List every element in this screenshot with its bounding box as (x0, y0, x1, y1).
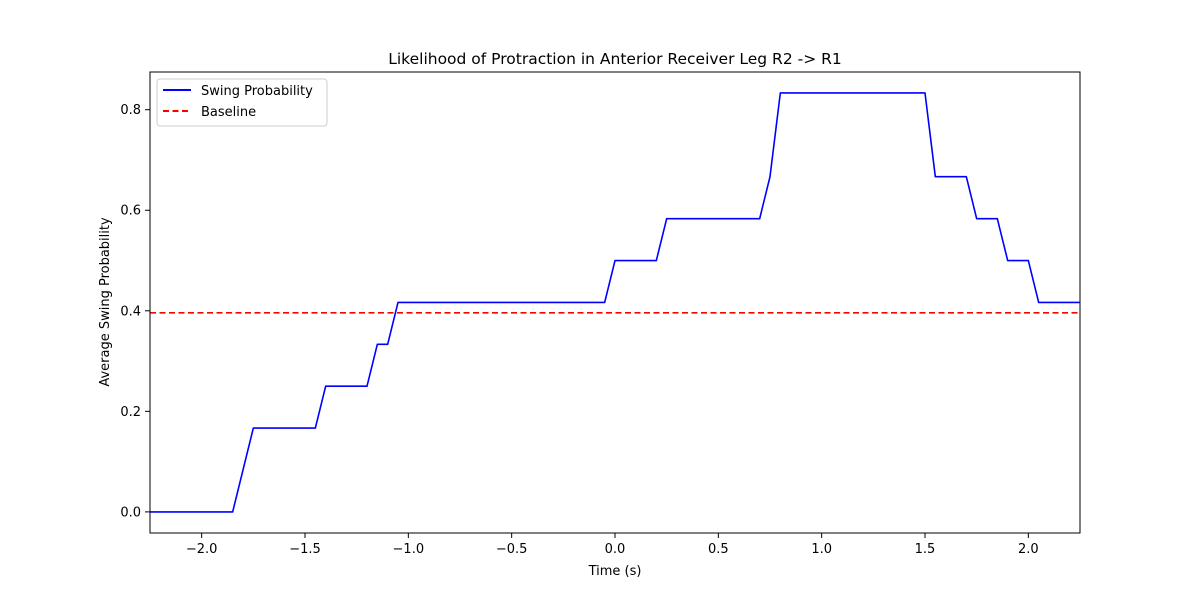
y-tick-label: 0.6 (120, 204, 141, 219)
legend-box (156, 78, 328, 127)
x-tick-label: 1.0 (811, 542, 832, 557)
x-tick-label: 1.5 (915, 542, 936, 557)
x-tick-label: 0.0 (605, 542, 626, 557)
y-tick-label: 0.8 (120, 103, 141, 118)
x-tick-label: 0.5 (708, 542, 729, 557)
x-tick-label: −1.5 (289, 542, 321, 557)
x-axis: −2.0 −1.5 −1.0 −0.5 0.0 0.5 1.0 1.5 2.0 (186, 533, 1039, 557)
y-tick-label: 0.0 (120, 505, 141, 520)
x-tick-label: 2.0 (1018, 542, 1039, 557)
x-tick-label: −1.0 (393, 542, 425, 557)
series-layer (150, 92, 1080, 513)
chart-title: Likelihood of Protraction in Anterior Re… (388, 50, 842, 68)
y-axis-label: Average Swing Probability (98, 217, 113, 387)
series-line-swing-probability (150, 92, 1080, 513)
x-axis-label: Time (s) (588, 564, 642, 579)
legend-label-swing-probability: Swing Probability (201, 84, 313, 99)
plot-frame (149, 71, 1081, 534)
y-axis: 0.0 0.2 0.4 0.6 0.8 (120, 103, 150, 520)
legend: Swing Probability Baseline (156, 78, 328, 127)
x-tick-label: −0.5 (496, 542, 528, 557)
legend-label-baseline: Baseline (201, 105, 256, 120)
y-tick-label: 0.4 (120, 304, 141, 319)
y-tick-label: 0.2 (120, 405, 141, 420)
x-tick-label: −2.0 (186, 542, 218, 557)
plot-area: −2.0 −1.5 −1.0 −0.5 0.0 0.5 1.0 1.5 2.0 0.00.20.… (120, 71, 1081, 557)
